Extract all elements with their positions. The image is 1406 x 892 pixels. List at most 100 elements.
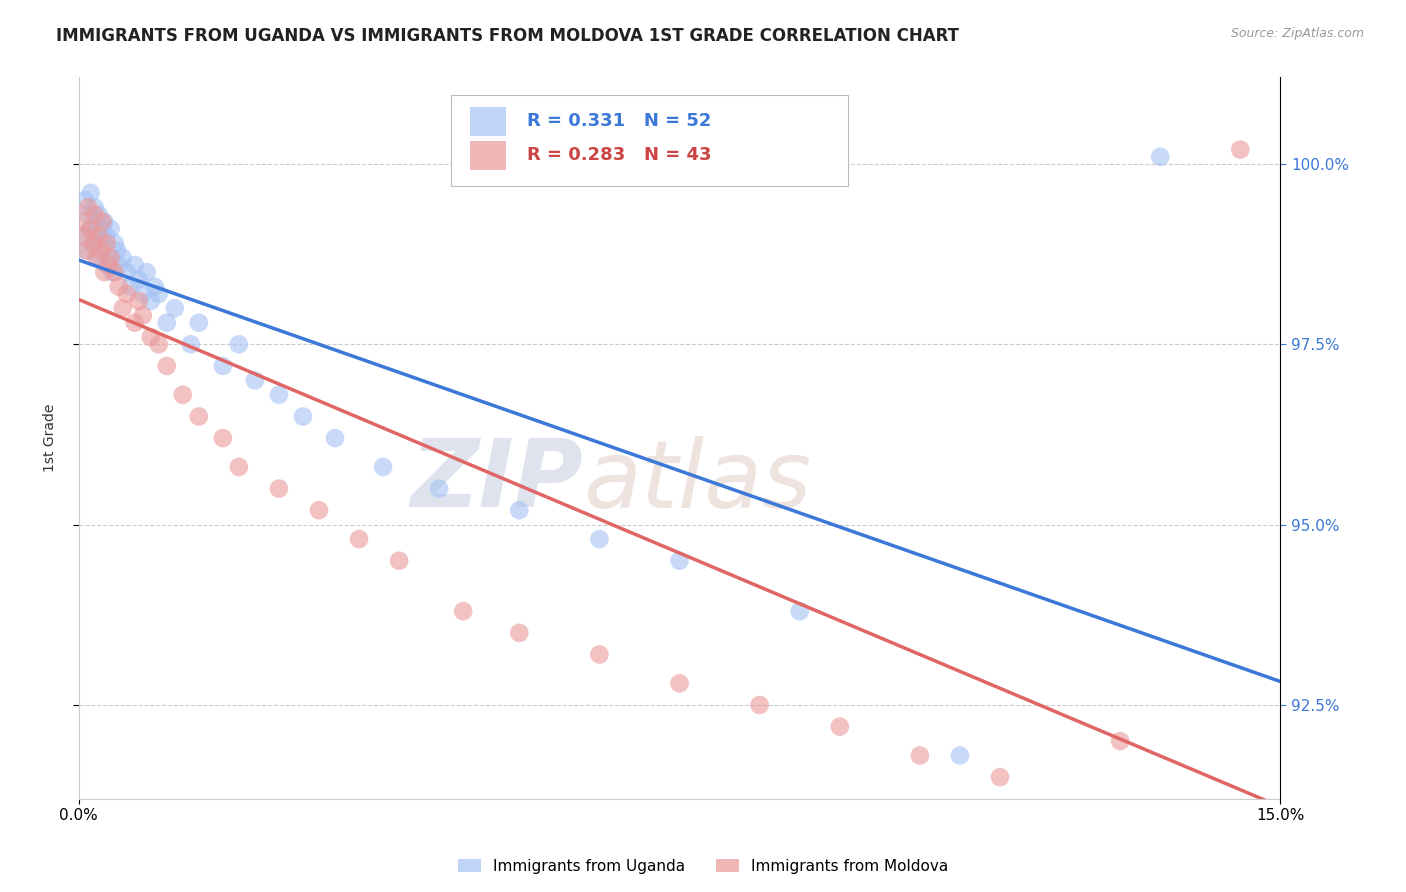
- Point: [267, 482, 290, 496]
- Point: [172, 388, 194, 402]
- Point: [73, 193, 96, 207]
- Point: [128, 272, 150, 286]
- Point: [908, 748, 931, 763]
- Y-axis label: 1st Grade: 1st Grade: [44, 404, 58, 472]
- Point: [96, 258, 118, 272]
- Point: [77, 207, 100, 221]
- Point: [104, 236, 127, 251]
- Point: [124, 258, 146, 272]
- Point: [323, 431, 346, 445]
- Point: [748, 698, 770, 712]
- Point: [139, 330, 162, 344]
- Point: [105, 244, 128, 258]
- Point: [789, 604, 811, 618]
- Point: [212, 359, 235, 373]
- Point: [79, 186, 101, 200]
- Point: [212, 431, 235, 445]
- Point: [451, 604, 474, 618]
- Point: [115, 265, 138, 279]
- Point: [988, 770, 1011, 784]
- Text: ZIP: ZIP: [411, 435, 583, 527]
- Point: [87, 207, 110, 221]
- Point: [371, 459, 394, 474]
- Point: [132, 286, 155, 301]
- Point: [148, 337, 170, 351]
- Point: [93, 265, 115, 279]
- Point: [72, 215, 94, 229]
- Point: [76, 244, 98, 258]
- Point: [84, 251, 107, 265]
- Point: [267, 388, 290, 402]
- Point: [143, 279, 166, 293]
- Point: [79, 222, 101, 236]
- Point: [76, 244, 98, 258]
- Point: [228, 459, 250, 474]
- Point: [388, 554, 411, 568]
- Point: [187, 316, 209, 330]
- Point: [96, 229, 118, 244]
- Point: [83, 229, 105, 244]
- Point: [243, 373, 266, 387]
- Point: [83, 200, 105, 214]
- Legend: Immigrants from Uganda, Immigrants from Moldova: Immigrants from Uganda, Immigrants from …: [451, 853, 955, 880]
- Point: [156, 316, 179, 330]
- Point: [96, 236, 118, 251]
- Text: IMMIGRANTS FROM UGANDA VS IMMIGRANTS FROM MOLDOVA 1ST GRADE CORRELATION CHART: IMMIGRANTS FROM UGANDA VS IMMIGRANTS FRO…: [56, 27, 959, 45]
- Point: [508, 625, 530, 640]
- Point: [668, 554, 690, 568]
- Point: [98, 258, 121, 272]
- Point: [128, 293, 150, 308]
- Point: [347, 532, 370, 546]
- Point: [949, 748, 972, 763]
- Point: [87, 251, 110, 265]
- Point: [90, 244, 112, 258]
- Point: [148, 286, 170, 301]
- Point: [508, 503, 530, 517]
- FancyBboxPatch shape: [471, 141, 506, 169]
- Point: [135, 265, 157, 279]
- Point: [83, 207, 105, 221]
- Point: [308, 503, 330, 517]
- Point: [427, 482, 450, 496]
- Point: [101, 265, 124, 279]
- Point: [668, 676, 690, 690]
- FancyBboxPatch shape: [471, 107, 506, 136]
- Point: [82, 236, 104, 251]
- Text: atlas: atlas: [583, 436, 811, 527]
- Point: [100, 222, 122, 236]
- Point: [90, 229, 112, 244]
- Point: [291, 409, 314, 424]
- Point: [91, 222, 114, 236]
- Point: [91, 244, 114, 258]
- Point: [828, 720, 851, 734]
- Point: [187, 409, 209, 424]
- Point: [588, 532, 610, 546]
- Point: [588, 648, 610, 662]
- Point: [132, 309, 155, 323]
- Point: [72, 229, 94, 244]
- FancyBboxPatch shape: [451, 95, 848, 186]
- Point: [100, 251, 122, 265]
- Point: [87, 229, 110, 244]
- Point: [111, 301, 134, 316]
- Point: [115, 286, 138, 301]
- Text: R = 0.331   N = 52: R = 0.331 N = 52: [527, 112, 711, 130]
- Point: [124, 316, 146, 330]
- Point: [73, 229, 96, 244]
- Point: [82, 236, 104, 251]
- Point: [139, 293, 162, 308]
- Point: [111, 251, 134, 265]
- Point: [79, 222, 101, 236]
- Point: [1109, 734, 1132, 748]
- Point: [77, 200, 100, 214]
- Text: Source: ZipAtlas.com: Source: ZipAtlas.com: [1230, 27, 1364, 40]
- Point: [107, 258, 129, 272]
- Point: [93, 215, 115, 229]
- Point: [107, 279, 129, 293]
- Point: [228, 337, 250, 351]
- Text: R = 0.283   N = 43: R = 0.283 N = 43: [527, 146, 711, 164]
- Point: [84, 215, 107, 229]
- Point: [91, 215, 114, 229]
- Point: [98, 251, 121, 265]
- Point: [1229, 143, 1251, 157]
